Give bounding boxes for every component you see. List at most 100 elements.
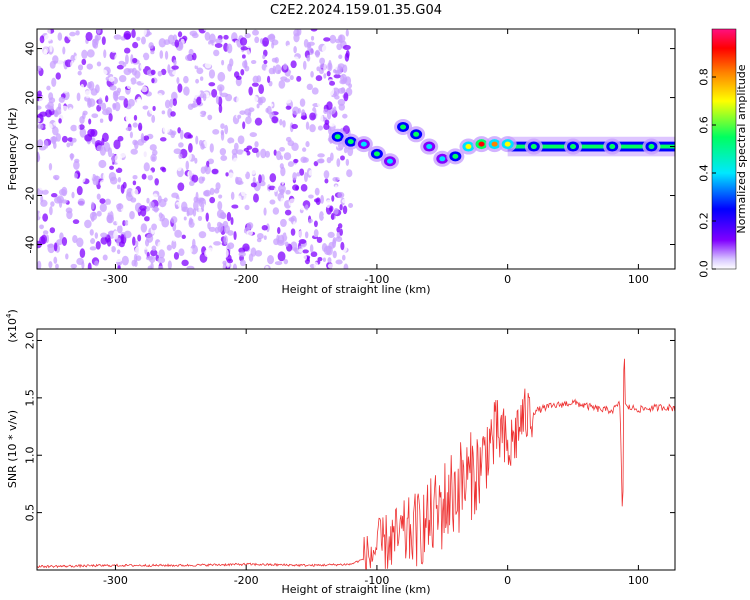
spectrogram-noise-blob — [107, 254, 111, 264]
spectrogram-noise-blob — [263, 59, 268, 65]
spectrogram-noise-blob — [154, 178, 159, 186]
spectrogram-noise-blob — [185, 54, 193, 61]
spectrogram-noise-blob — [237, 135, 245, 145]
spectrogram-noise-blob — [324, 186, 332, 196]
spectrogram-noise-blob — [177, 127, 181, 134]
spectrogram-noise-blob — [290, 228, 296, 236]
spectrogram-noise-blob — [139, 155, 144, 160]
spectrogram-noise-blob — [151, 78, 155, 84]
spectrogram-noise-blob — [181, 201, 188, 212]
spectrogram-noise-blob — [204, 62, 212, 69]
spectrogram-noise-blob — [208, 43, 213, 51]
spectrogram-noise-blob — [172, 70, 178, 76]
spectrogram-noise-blob — [69, 31, 76, 37]
spectrogram-noise-blob — [143, 162, 150, 172]
spectrogram-noise-blob — [260, 148, 267, 159]
spectrogram-noise-blob — [269, 173, 277, 183]
spectrogram-noise-blob — [203, 29, 212, 32]
spectrogram-noise-blob — [159, 58, 165, 68]
spectrogram-noise-blob — [311, 186, 315, 197]
snr-multiplier-base: (x10 — [6, 318, 19, 343]
spectrogram-noise-blob — [141, 86, 148, 93]
spectrogram-noise-blob — [329, 205, 334, 212]
spectrogram-noise-blob — [62, 46, 66, 55]
spectrogram-noise-blob — [347, 220, 353, 229]
spectrogram-noise-blob — [134, 246, 143, 255]
spectrogram-noise-blob — [200, 201, 205, 211]
spectrogram-noise-blob — [113, 230, 119, 240]
spectrogram-noise-blob — [105, 204, 112, 213]
spectrogram-noise-blob — [303, 75, 308, 86]
spectrogram-noise-blob — [326, 157, 332, 164]
spectrogram-noise-blob — [274, 64, 282, 75]
spectrogram-noise-blob — [321, 242, 328, 252]
spectrogram-noise-blob — [297, 139, 304, 146]
spectrogram-noise-blob — [41, 189, 49, 195]
spectrogram-noise-blob — [327, 257, 332, 264]
spectrogram-noise-blob — [95, 240, 101, 250]
spectrogram-noise-blob — [99, 203, 107, 213]
spectrogram-noise-blob — [189, 30, 198, 37]
spectrogram-noise-blob — [147, 174, 153, 181]
spectrogram-noise-blob — [337, 98, 346, 106]
spectrogram-noise-blob — [233, 230, 237, 241]
spectrogram-noise-blob — [221, 59, 225, 66]
spectrogram-noise-blob — [281, 102, 288, 109]
spectrogram-noise-blob — [280, 166, 286, 177]
spectrogram-x-axis-label: Height of straight line (km) — [281, 283, 430, 296]
spectrogram-noise-blob — [68, 223, 75, 228]
spectrogram-noise-blob — [274, 187, 278, 193]
spectrogram-noise-blob — [281, 177, 285, 185]
spectrogram-noise-blob — [132, 41, 139, 49]
spectrogram-noise-blob — [272, 207, 280, 215]
spectrogram-noise-blob — [225, 93, 233, 102]
spectrogram-noise-blob — [284, 209, 292, 216]
spectrogram-noise-blob — [114, 257, 123, 263]
spectrogram-noise-blob — [337, 63, 345, 69]
spectrogram-noise-blob — [254, 250, 263, 257]
spectrogram-noise-blob — [127, 98, 135, 107]
spectrogram-noise-blob — [284, 241, 289, 247]
snr-panel: -300 -200 -100 0 100 0.5 1.0 1.5 2.0 Height of … — [5, 309, 676, 596]
x-tick-label: -200 — [234, 273, 259, 286]
spectrogram-band-center — [507, 144, 675, 149]
spectrogram-noise-blob — [302, 147, 307, 152]
spectrogram-noise-blob — [91, 137, 96, 145]
spectrogram-noise-blob — [116, 249, 121, 255]
spectrogram-noise-blob — [290, 132, 294, 140]
spectrogram-noise-blob — [70, 124, 78, 132]
spectrogram-noise-blob — [113, 139, 121, 150]
spectrogram-noise-blob — [264, 190, 270, 195]
spectrogram-noise-blob — [309, 244, 314, 253]
spectrogram-noise-blob — [300, 219, 307, 226]
spectrogram-noise-blob — [121, 165, 129, 173]
spectrogram-noise-blob — [306, 83, 313, 91]
spectrogram-noise-blob — [151, 114, 156, 123]
spectrogram-noise-blob — [333, 74, 341, 79]
spectrogram-noise-blob — [342, 44, 351, 51]
spectrogram-noise-blob — [291, 142, 299, 152]
spectrogram-noise-blob — [279, 119, 283, 126]
spectrogram-noise-blob — [136, 196, 141, 202]
spectrogram-noise-blob — [213, 188, 220, 194]
spectrogram-noise-blob — [240, 187, 247, 197]
spectrogram-noise-blob — [80, 83, 85, 93]
spectrogram-noise-blob — [170, 208, 175, 214]
spectrogram-noise-blob — [112, 91, 119, 101]
spectrogram-noise-blob — [140, 208, 147, 217]
spectrogram-noise-blob — [157, 175, 166, 184]
spectrogram-noise-blob — [227, 137, 235, 144]
spectrogram-noise-blob — [290, 60, 297, 69]
spectrogram-noise-blob — [204, 249, 212, 258]
spectrogram-noise-blob — [262, 54, 266, 60]
spectrogram-noise-blob — [265, 66, 269, 76]
colorbar-tick-label: 0.2 — [698, 212, 711, 230]
colorbar-tick-label: 0.0 — [698, 260, 711, 278]
spectrogram-noise-blob — [99, 179, 108, 188]
spectrogram-noise-blob — [308, 194, 314, 199]
spectrogram-noise-blob — [167, 260, 172, 269]
spectrogram-noise-blob — [106, 214, 113, 224]
spectrogram-noise-blob — [274, 169, 281, 175]
spectrogram-noise-blob — [191, 174, 199, 183]
spectrogram-noise-blob — [102, 254, 108, 261]
